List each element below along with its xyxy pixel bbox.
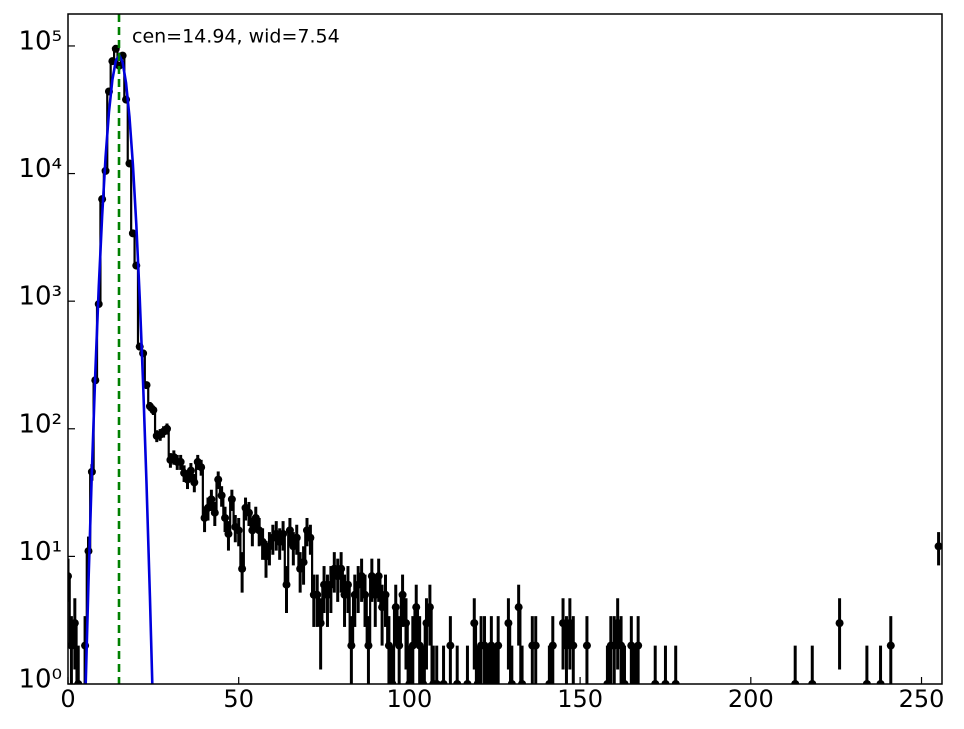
data-point (176, 457, 185, 466)
data-point (391, 603, 400, 612)
data-point (388, 680, 397, 684)
data-point (343, 580, 352, 589)
data-point (347, 641, 356, 650)
data-point (419, 680, 428, 684)
data-point (808, 680, 817, 684)
data-point (68, 572, 72, 581)
data-point (569, 641, 578, 650)
data-point (463, 680, 472, 684)
data-point (70, 619, 79, 628)
data-point (244, 508, 253, 517)
step-line (561, 622, 575, 647)
y-tick-label: 10⁴ (18, 154, 62, 184)
data-point (425, 603, 434, 612)
data-point (337, 564, 346, 573)
data-point (128, 229, 137, 238)
data-point (531, 641, 540, 650)
data-point (514, 603, 523, 612)
data-point (446, 641, 455, 650)
data-point (876, 680, 885, 684)
data-point (224, 529, 233, 538)
data-point (221, 513, 230, 522)
data-point (634, 641, 643, 650)
x-tick-label: 50 (223, 685, 254, 713)
data-point (791, 680, 800, 684)
data-point (361, 590, 370, 599)
data-point (453, 680, 462, 684)
data-point (470, 619, 479, 628)
data-point (313, 590, 322, 599)
data-point (494, 641, 503, 650)
data-point (306, 533, 315, 542)
data-point (186, 466, 195, 475)
data-point (292, 533, 301, 542)
y-tick-label: 10³ (18, 282, 62, 312)
y-tick-label: 10¹ (18, 537, 62, 567)
data-point (862, 680, 871, 684)
data-point (197, 463, 206, 472)
data-point (671, 680, 680, 684)
data-point (299, 558, 308, 567)
data-point (282, 580, 291, 589)
data-point (74, 680, 83, 684)
data-point (412, 603, 421, 612)
x-tick-label: 0 (60, 685, 75, 713)
data-point (207, 495, 216, 504)
data-point (401, 619, 410, 628)
data-point (439, 680, 448, 684)
data-point (163, 424, 172, 433)
plot-area (68, 14, 942, 684)
data-point (234, 526, 243, 535)
data-point (835, 619, 844, 628)
fit-line (84, 52, 154, 684)
data-point (227, 495, 236, 504)
step-line (68, 575, 80, 684)
data-point (210, 508, 219, 517)
x-tick-label: 250 (899, 685, 945, 713)
data-point (115, 61, 124, 70)
data-point (217, 491, 226, 500)
x-tick-label: 100 (387, 685, 433, 713)
data-point (316, 619, 325, 628)
data-point (149, 406, 158, 415)
data-point (432, 680, 441, 684)
data-point (381, 590, 390, 599)
annotation: cen=14.94, wid=7.54 (132, 26, 340, 48)
x-tick-label: 200 (728, 685, 774, 713)
data-point (518, 680, 527, 684)
x-tick-label: 150 (557, 685, 603, 713)
data-point (395, 641, 404, 650)
data-point (504, 619, 513, 628)
data-point (507, 680, 516, 684)
data-point (190, 478, 199, 487)
data-point (364, 641, 373, 650)
data-point (651, 680, 660, 684)
data-point (582, 641, 591, 650)
data-point (238, 564, 247, 573)
data-point (548, 641, 557, 650)
data-point (620, 680, 629, 684)
data-point (374, 572, 383, 581)
data-point (934, 542, 942, 551)
data-point (279, 529, 288, 538)
data-point (886, 641, 895, 650)
y-tick-label: 10² (18, 409, 62, 439)
data-point (398, 590, 407, 599)
data-point (661, 680, 670, 684)
data-point (214, 475, 223, 484)
plot-frame (67, 13, 943, 685)
y-tick-label: 10⁰ (18, 665, 62, 695)
y-tick-label: 10⁵ (18, 26, 62, 56)
